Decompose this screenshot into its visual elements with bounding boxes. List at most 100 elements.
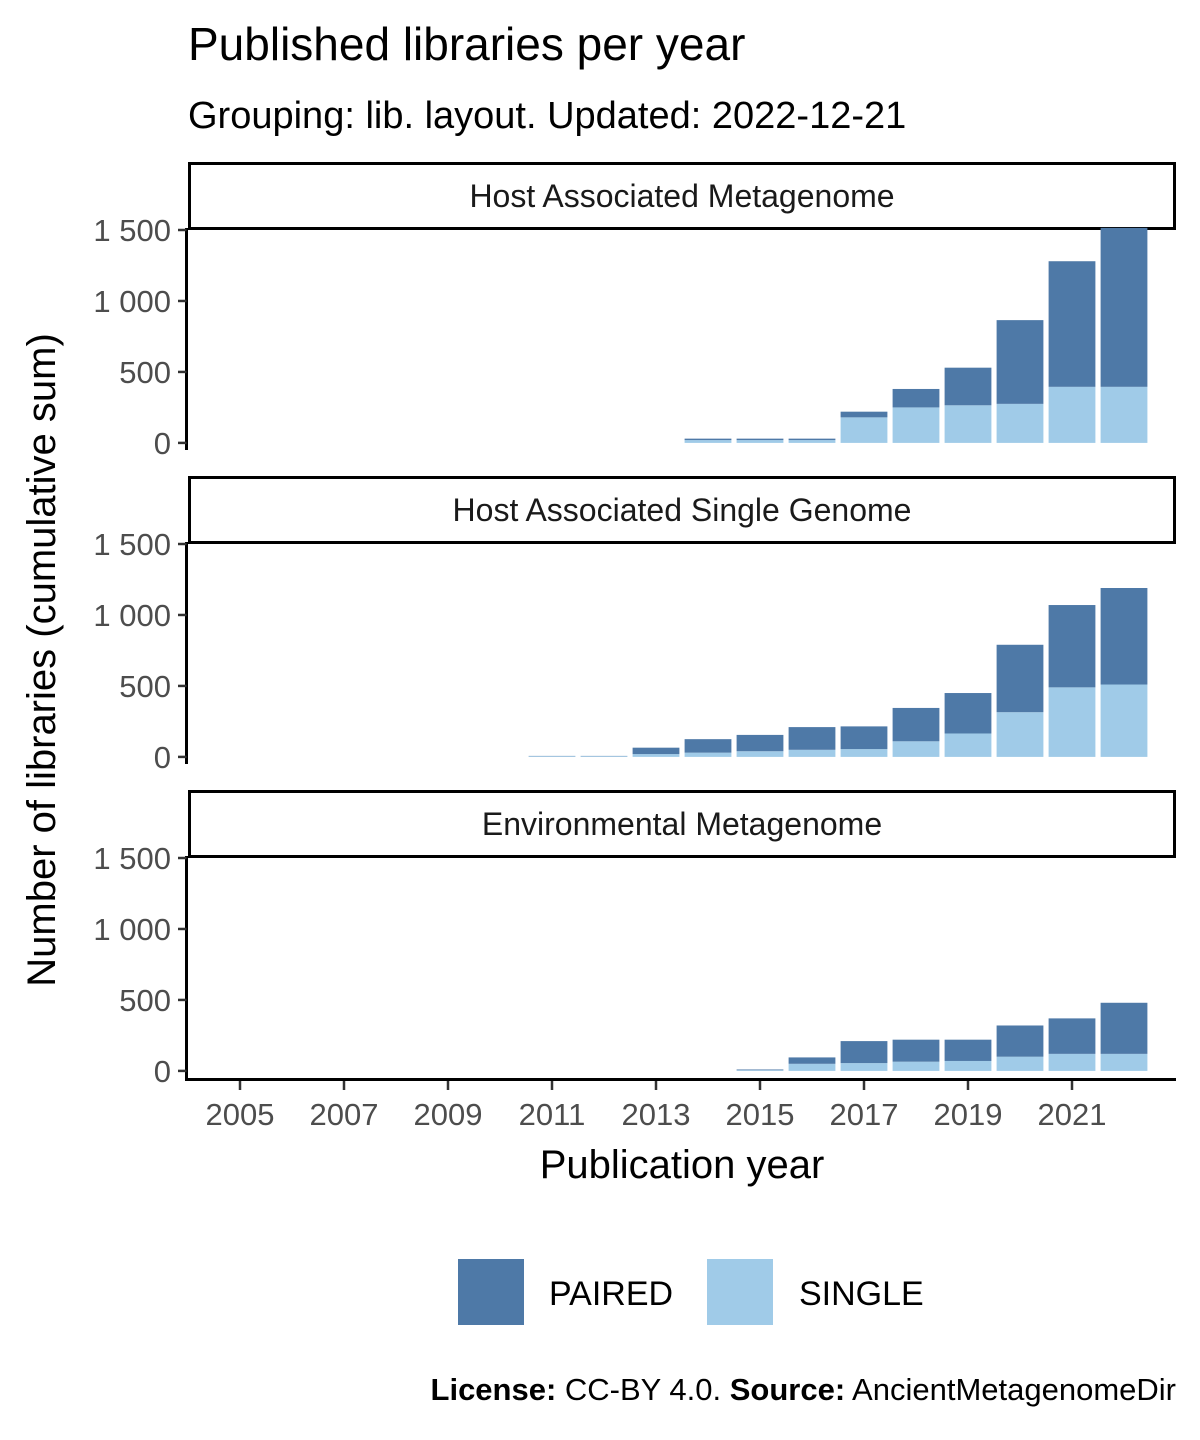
y-tick-label: 0	[154, 426, 171, 461]
bar-paired	[840, 726, 888, 750]
chart-title: Published libraries per year	[188, 18, 745, 70]
bar-single	[788, 1063, 836, 1071]
x-tick-label: 2015	[726, 1097, 795, 1132]
bar-paired	[996, 644, 1044, 713]
bar-single	[684, 440, 732, 443]
bar-paired	[1100, 1002, 1148, 1054]
bar-single	[788, 440, 836, 443]
bar-single	[1048, 687, 1096, 757]
legend-label-paired: PAIRED	[549, 1275, 673, 1313]
y-tick-label: 1 000	[93, 598, 171, 633]
bar-paired	[840, 411, 888, 418]
facet-strip-label: Host Associated Metagenome	[469, 178, 894, 214]
y-tick-label: 1 000	[93, 912, 171, 947]
x-tick-label: 2019	[934, 1097, 1003, 1132]
y-tick-label: 1 500	[93, 841, 171, 876]
y-tick-label: 500	[119, 355, 171, 390]
bar-paired	[1048, 1018, 1096, 1054]
legend: PAIRED SINGLE	[458, 1259, 924, 1325]
y-tick-label: 0	[154, 740, 171, 775]
bar-paired	[684, 739, 732, 753]
facet-strip-label: Host Associated Single Genome	[453, 492, 912, 528]
y-tick-label: 1 000	[93, 284, 171, 319]
bar-single	[1100, 684, 1148, 757]
bar-paired	[944, 693, 992, 734]
bar-paired	[1100, 227, 1148, 387]
bar-single	[736, 1070, 784, 1071]
bar-paired	[892, 707, 940, 742]
facet-strip	[188, 790, 1176, 858]
bar-single	[788, 749, 836, 757]
caption-license-value: CC-BY 4.0.	[556, 1372, 729, 1407]
bar-single	[684, 752, 732, 757]
bar-single	[632, 754, 680, 757]
x-tick-label: 2017	[830, 1097, 899, 1132]
bar-single	[1100, 386, 1148, 443]
x-tick-label: 2011	[519, 1097, 586, 1132]
legend-swatch-paired	[458, 1259, 524, 1325]
bar-paired	[1048, 605, 1096, 688]
bar-single	[892, 741, 940, 757]
bar-single	[944, 733, 992, 757]
x-tick-label: 2013	[622, 1097, 691, 1132]
bar-paired	[736, 1069, 784, 1071]
x-axis-label: Publication year	[540, 1143, 825, 1187]
bar-paired	[944, 1039, 992, 1061]
legend-swatch-single	[707, 1259, 773, 1325]
y-tick-label: 1 500	[93, 527, 171, 562]
bar-single	[1048, 386, 1096, 443]
caption-license-label: License:	[431, 1372, 557, 1407]
x-tick-label: 2007	[310, 1097, 379, 1132]
facet-panel: Environmental Metagenome 0 500 1 000 1 500	[93, 790, 1176, 1089]
bar-paired	[996, 320, 1044, 404]
bar-single	[996, 403, 1044, 443]
bar-single	[736, 751, 784, 757]
bar-single	[580, 756, 628, 757]
legend-label-single: SINGLE	[799, 1275, 924, 1313]
x-tick-label: 2009	[414, 1097, 483, 1132]
bar-single	[1048, 1053, 1096, 1071]
bar-single	[892, 407, 940, 443]
bar-paired	[788, 1057, 836, 1064]
facet-strip-label: Environmental Metagenome	[482, 806, 882, 842]
bar-single	[944, 1060, 992, 1071]
bar-paired	[944, 367, 992, 406]
caption-source-value: AncientMetagenomeDir	[845, 1372, 1176, 1407]
bar-single	[840, 417, 888, 443]
bar-single	[840, 749, 888, 757]
facet-strip	[188, 162, 1176, 230]
facet-strip	[188, 476, 1176, 544]
x-axis: 2005 2007 2009 2011 2013 2015 2017 2019 2021	[185, 1078, 1176, 1132]
bar-single	[736, 440, 784, 443]
facet-panel: Host Associated Metagenome 0 500 1 000 1 500	[93, 162, 1176, 461]
bar-paired	[996, 1025, 1044, 1057]
bar-single	[996, 712, 1044, 757]
bar-single	[528, 756, 576, 757]
y-axis-label: Number of libraries (cumulative sum)	[20, 333, 64, 987]
bar-paired	[840, 1041, 888, 1064]
y-tick-label: 0	[154, 1054, 171, 1089]
bar-single	[944, 405, 992, 443]
y-tick-label: 500	[119, 669, 171, 704]
bar-paired	[736, 734, 784, 752]
x-tick-label: 2005	[206, 1097, 275, 1132]
facet-panels: Host Associated Metagenome 0 500 1 000 1 500…	[93, 162, 1176, 1089]
caption: License: CC-BY 4.0. Source: AncientMetag…	[431, 1372, 1176, 1407]
bar-single	[892, 1061, 940, 1071]
bar-single	[840, 1063, 888, 1071]
facet-panel: Host Associated Single Genome 0 500 1 000 1 …	[93, 476, 1176, 775]
bar-single	[996, 1056, 1044, 1071]
bar-paired	[1100, 588, 1148, 685]
y-tick-label: 500	[119, 983, 171, 1018]
bar-paired	[892, 388, 940, 408]
bar-single	[1100, 1053, 1148, 1071]
bar-paired	[736, 438, 784, 441]
chart-subtitle: Grouping: lib. layout. Updated: 2022-12-…	[188, 95, 906, 137]
x-tick-label: 2021	[1038, 1097, 1107, 1132]
bar-paired	[892, 1039, 940, 1062]
bar-paired	[1048, 261, 1096, 387]
bar-paired	[788, 438, 836, 441]
bar-paired	[684, 438, 732, 441]
caption-source-label: Source:	[730, 1372, 845, 1407]
